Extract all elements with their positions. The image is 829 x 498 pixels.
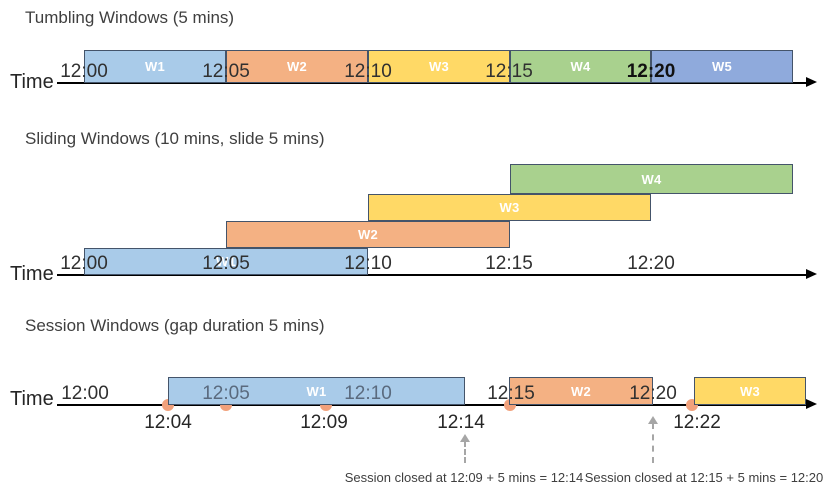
time-axis-arrowhead-session [806,399,817,409]
window-session-w2: W2 [509,377,653,405]
window-session-w1: W1 [168,377,465,405]
event-time-label-0: 12:04 [144,412,192,433]
dashed-arrow-head-1 [648,416,658,424]
tick-label-tumbling-0: 12:00 [60,61,108,83]
window-label-tumbling-w5: W5 [711,59,733,74]
section-title-session: Session Windows (gap duration 5 mins) [25,316,325,335]
window-label-session-w2: W2 [570,383,592,399]
tick-label-session-3: 12:15 [487,383,535,405]
window-label-tumbling-w4: W4 [570,59,591,74]
window-tumbling-w1: W1 [84,50,226,83]
tick-label-session-2: 12:10 [344,383,392,405]
window-sliding-w3: W3 [368,194,651,221]
tick-label-session-0: 12:00 [61,383,109,405]
time-axis-session [57,404,806,406]
window-sliding-w4: W4 [510,164,793,194]
tick-label-sliding-2: 12:10 [344,253,392,275]
event-time-label-1: 12:09 [300,412,348,433]
window-label-tumbling-w1: W1 [144,59,166,74]
window-label-sliding-w1: W1 [215,254,237,269]
axis-label-time-session: Time [10,388,54,410]
window-session-w3: W3 [694,377,806,405]
window-label-tumbling-w2: W2 [286,59,308,74]
dashed-arrow-head-0 [460,434,470,442]
tick-label-tumbling-2: 12:10 [344,61,392,83]
time-axis-arrowhead-tumbling [806,77,817,87]
tick-label-tumbling-4: 12:20 [626,61,676,83]
tick-label-tumbling-3: 12:15 [485,61,533,83]
axis-label-time-tumbling: Time [10,71,54,93]
tick-label-session-4: 12:20 [629,383,677,405]
window-label-tumbling-w3: W3 [428,59,450,74]
event-time-label-3: 12:22 [673,412,721,433]
window-sliding-w1: W1 [84,248,368,275]
time-axis-tumbling [57,82,806,84]
tick-label-sliding-1: 12:05 [202,253,250,275]
time-axis-sliding [57,274,806,276]
dashed-arrow-line-0 [464,441,466,463]
tick-label-sliding-4: 12:20 [627,253,675,275]
session-annotation-1: Session closed at 12:15 + 5 mins = 12:20 [584,470,824,485]
event-time-label-2: 12:14 [437,412,485,433]
window-tumbling-w3: W3 [368,50,510,83]
time-axis-arrowhead-sliding [806,269,817,279]
window-tumbling-w2: W2 [226,50,368,83]
tick-label-sliding-3: 12:15 [485,253,533,275]
tick-label-tumbling-1: 12:05 [202,61,250,83]
tick-label-session-1: 12:05 [202,383,250,405]
window-label-sliding-w2: W2 [357,227,379,242]
session-annotation-0: Session closed at 12:09 + 5 mins = 12:14 [344,470,584,485]
window-sliding-w2: W2 [226,221,510,248]
axis-label-time-sliding: Time [10,263,54,285]
window-label-session-w1: W1 [306,383,327,399]
window-label-sliding-w3: W3 [499,200,520,215]
window-label-sliding-w4: W4 [641,171,662,187]
window-label-session-w3: W3 [739,383,761,399]
section-title-tumbling: Tumbling Windows (5 mins) [25,8,235,27]
window-tumbling-w5: W5 [651,50,793,83]
tick-label-sliding-0: 12:00 [60,253,108,275]
section-title-sliding: Sliding Windows (10 mins, slide 5 mins) [25,129,325,148]
window-tumbling-w4: W4 [510,50,651,83]
dashed-arrow-line-1 [652,423,654,463]
